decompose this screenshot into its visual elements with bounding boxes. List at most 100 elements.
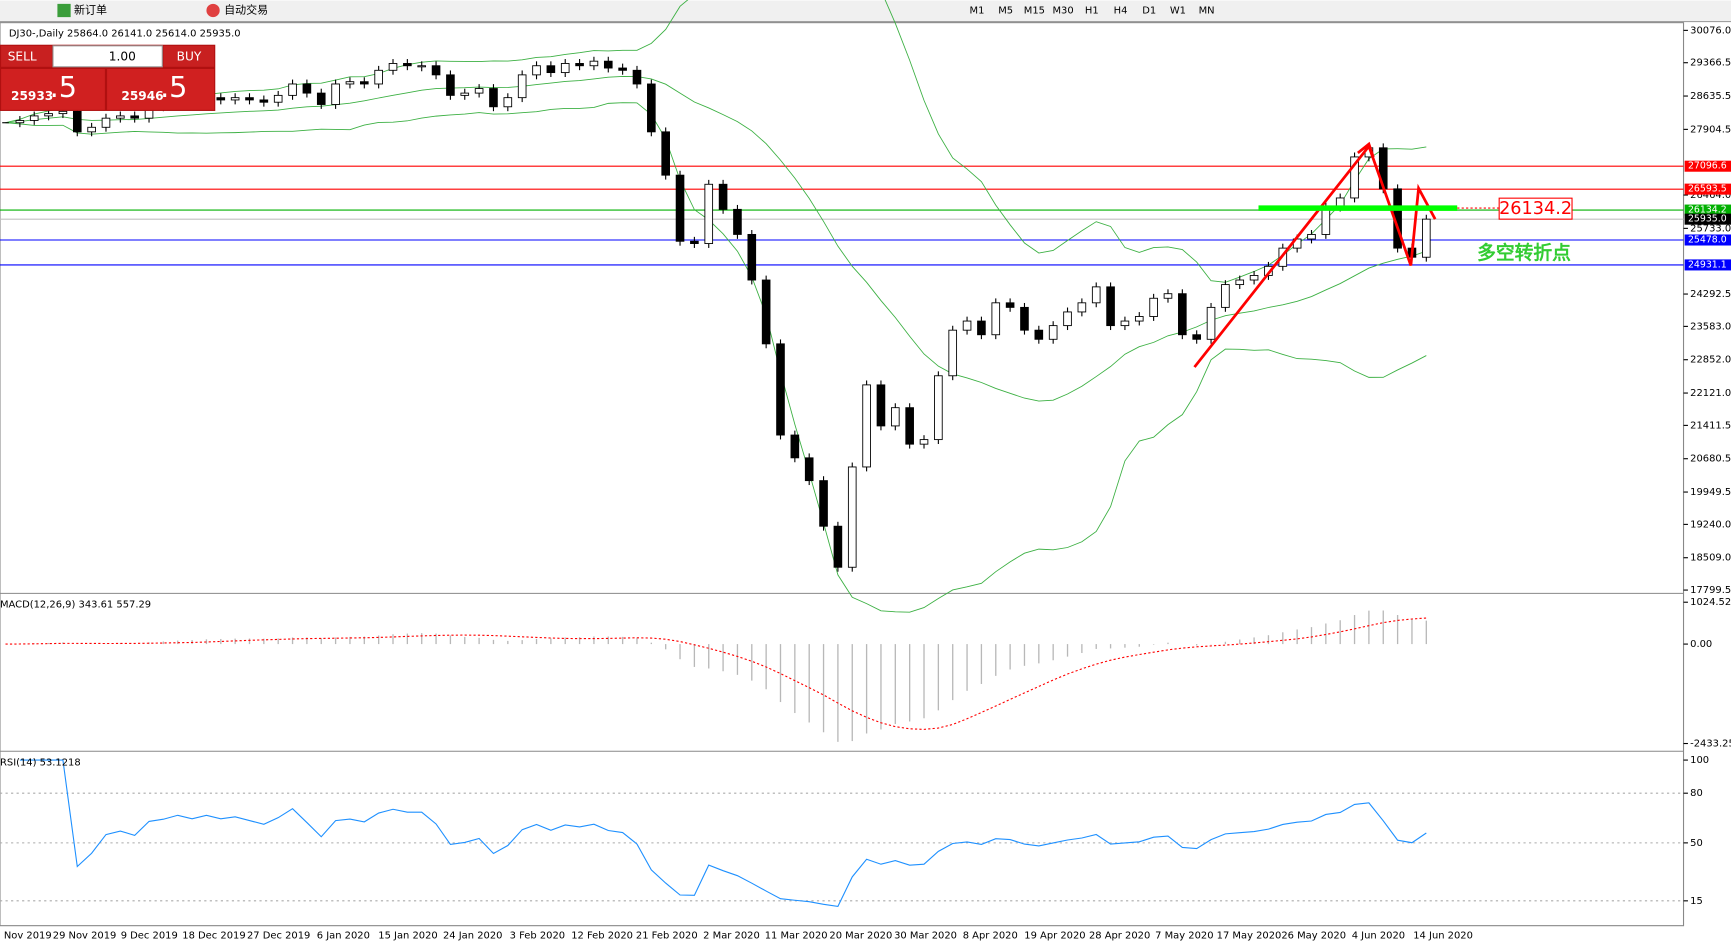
rsi-tick-label: 80	[1690, 788, 1703, 799]
rsi-tick-label: 100	[1690, 755, 1709, 766]
candle	[704, 183, 714, 244]
price-level-tag	[1684, 204, 1731, 216]
candle	[747, 233, 757, 281]
candle	[474, 88, 484, 94]
candle	[1063, 311, 1072, 327]
timeframe-button[interactable]: M30	[1053, 5, 1074, 16]
y-tick-label: 30076.0	[1690, 25, 1731, 36]
candle	[517, 74, 527, 99]
rsi-label: RSI(14) 53.1218	[0, 757, 81, 768]
candle	[934, 375, 943, 441]
candle	[1020, 306, 1029, 331]
candle	[1005, 302, 1015, 308]
x-tick-label: 20 Mar 2020	[829, 931, 892, 942]
buy-label[interactable]: BUY	[177, 49, 202, 63]
y-tick-label: 21411.5	[1690, 420, 1731, 431]
candle	[1307, 233, 1316, 240]
candle	[905, 407, 914, 445]
new-order-icon[interactable]	[57, 3, 71, 18]
candle	[489, 88, 498, 108]
x-tick-label: 2 Mar 2020	[703, 931, 760, 942]
timeframe-button[interactable]: H1	[1085, 5, 1099, 16]
timeframe-button[interactable]: M5	[998, 5, 1013, 16]
candle	[216, 97, 226, 101]
candle	[589, 60, 599, 67]
buy-price-fraction[interactable]: .5	[160, 70, 187, 104]
candle	[819, 480, 828, 527]
lots-input[interactable]	[52, 45, 163, 68]
candle	[546, 65, 556, 74]
auto-trading-button[interactable]: 自动交易	[224, 2, 268, 16]
trade-panel: SELL 1.00 BUY 25933 .5 25946 .5	[0, 44, 216, 111]
bollinger-band	[5, 76, 1427, 402]
x-tick-label: 11 Mar 2020	[765, 931, 828, 942]
sell-button[interactable]	[1, 45, 52, 67]
candle	[245, 97, 254, 101]
candle	[618, 67, 627, 71]
buy-price[interactable]: 25946	[121, 89, 163, 103]
candle	[603, 60, 613, 69]
candle	[1106, 286, 1115, 327]
bollinger-band	[5, 0, 1427, 283]
candle	[302, 83, 312, 94]
y-tick-label: 22121.0	[1690, 388, 1731, 399]
candle	[776, 343, 785, 436]
candle	[690, 240, 699, 244]
macd-tick-label: -2433.25	[1690, 739, 1731, 750]
candle	[977, 320, 986, 336]
y-tick-label: 29366.5	[1690, 58, 1731, 69]
lots-value[interactable]: 1.00	[109, 49, 136, 63]
annotation-price: 26134.2	[1499, 199, 1572, 219]
candle	[431, 65, 441, 76]
sell-price-fraction[interactable]: .5	[50, 70, 77, 104]
candle	[891, 407, 900, 427]
candle	[718, 183, 728, 210]
candle	[230, 97, 240, 101]
new-order-button[interactable]: 新订单	[74, 2, 107, 16]
y-tick-label: 27904.5	[1690, 124, 1731, 135]
candle	[661, 131, 670, 176]
timeframe-button[interactable]: H4	[1114, 5, 1128, 16]
sell-price[interactable]: 25933	[11, 89, 53, 103]
candle	[1350, 156, 1359, 199]
candle	[403, 63, 412, 67]
axis-layer: 30076.0 29366.5 28635.5 27904.5 26464.0 25733…	[0, 25, 1731, 942]
candle	[1091, 286, 1101, 304]
auto-trading-icon[interactable]	[206, 3, 220, 18]
candle	[1235, 279, 1245, 286]
candle	[833, 525, 843, 568]
price-level-label: 25935.0	[1688, 214, 1727, 225]
candle	[733, 208, 742, 235]
timeframe-button[interactable]: D1	[1142, 5, 1156, 16]
candle	[116, 115, 125, 119]
y-tick-label: 20680.5	[1690, 454, 1731, 465]
x-tick-label: 26 May 2020	[1281, 931, 1346, 942]
candle	[575, 63, 584, 67]
candle	[359, 81, 369, 85]
sell-label[interactable]: SELL	[8, 49, 37, 63]
candle	[1149, 297, 1158, 317]
timeframe-button[interactable]: M15	[1024, 5, 1045, 16]
sell-price-box[interactable]	[1, 69, 105, 110]
candle	[29, 115, 39, 121]
chart-area	[0, 22, 1685, 927]
buy-price-box[interactable]	[107, 69, 215, 110]
buy-button[interactable]	[163, 45, 215, 67]
y-tick-label: 17799.5	[1690, 585, 1731, 596]
candle	[1249, 275, 1259, 281]
x-tick-label: 20 Nov 2019	[0, 931, 52, 942]
candle	[72, 110, 82, 133]
candle	[15, 120, 25, 124]
timeframe-button[interactable]: MN	[1199, 5, 1215, 16]
timeframe-button[interactable]: M1	[970, 5, 985, 16]
y-tick-label: 23583.0	[1690, 321, 1731, 332]
price-level-label: 25478.0	[1688, 234, 1727, 245]
y-tick-label: 19949.5	[1690, 487, 1731, 498]
y-tick-label: 19240.0	[1690, 519, 1731, 530]
x-tick-label: 9 Dec 2019	[121, 931, 178, 942]
trend-drawing	[1193, 143, 1437, 368]
price-level-tag	[1684, 160, 1731, 172]
timeframe-button[interactable]: W1	[1170, 5, 1186, 16]
candle	[460, 92, 470, 96]
